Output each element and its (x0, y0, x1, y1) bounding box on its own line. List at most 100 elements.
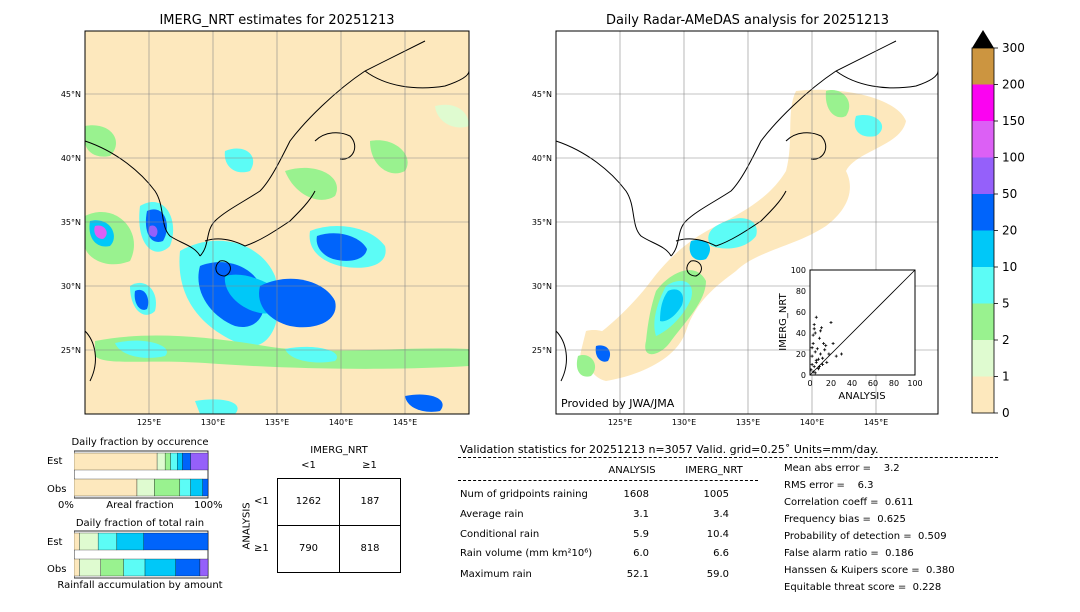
left-lon-label: 135°E (265, 418, 289, 427)
colorbar-label: 10 (1002, 260, 1017, 274)
contingency-col-label: <1 (301, 460, 316, 471)
scatter-point (823, 348, 827, 352)
fraction-bar-segment (116, 532, 144, 551)
colorbar-label: 300 (1002, 41, 1025, 55)
left-lon-label: 140°E (329, 418, 353, 427)
scatter-point (819, 352, 822, 356)
fraction-bar-segment (182, 452, 191, 471)
left-rain-field (85, 104, 469, 414)
data-credit: Provided by JWA/JMA (561, 397, 675, 410)
right-lon-label: 130°E (672, 418, 696, 427)
scatter-point (816, 357, 820, 361)
scatter-point (817, 365, 821, 369)
stats-row-imerg: 59.0 (706, 569, 729, 580)
stats-score: RMS error = 6.3 (784, 480, 874, 491)
colorbar-swatch (972, 48, 994, 85)
stats-score: Hanssen & Kuipers score = 0.380 (784, 565, 955, 576)
scatter-point (812, 365, 816, 369)
fraction-bar-segment (74, 452, 158, 471)
occurrence-title: Daily fraction by occurence (71, 437, 209, 448)
scatter-point (834, 354, 838, 358)
occurrence-axis-right: 100% (194, 500, 223, 511)
stats-row-analysis: 52.1 (626, 569, 649, 580)
left-lat-label: 35°N (61, 218, 81, 227)
occurrence-bars (74, 450, 209, 499)
fraction-bar-segment (79, 558, 101, 577)
scatter-point (811, 333, 815, 337)
fraction-bar-segment (190, 452, 209, 471)
scatter-point (840, 352, 843, 356)
stats-score: Correlation coeff = 0.611 (784, 497, 914, 508)
scatter-x-tick: 40 (847, 379, 857, 388)
fraction-bar-segment (175, 558, 201, 577)
scatter-x-tick: 0 (807, 379, 812, 388)
left-map-title: IMERG_NRT estimates for 20251213 (159, 13, 395, 28)
right-lat-label: 35°N (532, 218, 552, 227)
right-lon-label: 145°E (864, 418, 888, 427)
scatter-y-tick: 0 (801, 371, 806, 380)
scatter-point (819, 329, 822, 333)
stats-row-analysis: 6.0 (633, 548, 649, 559)
scatter-x-tick: 20 (826, 379, 836, 388)
stats-row-label: Average rain (460, 509, 524, 520)
left-coastline (84, 40, 470, 382)
colorbar-label: 20 (1002, 224, 1017, 238)
contingency-cell: 1262 (295, 496, 322, 507)
colorbar-swatch (972, 84, 994, 121)
scatter-x-tick: 100 (907, 379, 922, 388)
stats-row-label: Maximum rain (460, 569, 532, 580)
stats-row-analysis: 3.1 (633, 509, 649, 520)
stats-row-imerg: 6.6 (713, 548, 729, 559)
fraction-bar-segment (177, 452, 183, 471)
scatter-point (824, 344, 828, 348)
scatter-point (831, 342, 835, 345)
left-lat-label: 30°N (61, 282, 81, 291)
left-lat-label: 45°N (61, 90, 81, 99)
stats-row-imerg: 3.4 (713, 509, 729, 520)
colorbar-label: 100 (1002, 151, 1025, 165)
colorbar-swatch (972, 340, 994, 377)
scatter-inset: 0 20 40 60 80 100 0 20 40 60 80 100 ANAL… (778, 266, 923, 402)
colorbar-extend-arrow (972, 30, 994, 48)
stats-score: Probability of detection = 0.509 (784, 531, 947, 542)
colorbar-swatch (972, 230, 994, 267)
stats-row-analysis: 5.9 (633, 529, 649, 540)
scatter-point (813, 371, 817, 375)
contingency-row-label: ≥1 (254, 543, 269, 554)
contingency-row-label: <1 (254, 496, 269, 507)
scatter-point (816, 367, 820, 371)
right-lat-label: 25°N (532, 346, 552, 355)
contingency-cell: 790 (298, 543, 319, 554)
scatter-point (822, 342, 826, 345)
fraction-bar-segment (100, 558, 124, 577)
occurrence-obs-label: Obs (47, 484, 67, 495)
stats-col-analysis: ANALYSIS (608, 465, 656, 476)
stats-divider (458, 480, 758, 481)
left-lon-label: 130°E (201, 418, 225, 427)
left-lat-label: 25°N (61, 346, 81, 355)
right-lon-label: 135°E (736, 418, 760, 427)
left-map: 45°N 40°N 35°N 30°N 25°N 125°E 130°E 135… (61, 30, 470, 427)
fraction-bar-segment (74, 532, 80, 551)
scatter-y-tick: 100 (791, 266, 806, 275)
stats-score: Mean abs error = 3.2 (784, 463, 900, 474)
scatter-y-tick: 80 (796, 287, 806, 296)
contingency-col-label: ≥1 (362, 460, 377, 471)
right-lon-label: 140°E (800, 418, 824, 427)
colorbar-label: 2 (1002, 333, 1010, 347)
fraction-bar-segment (97, 532, 118, 551)
scatter-xlabel: ANALYSIS (838, 391, 885, 402)
scatter-point (829, 321, 833, 324)
fraction-bar-segment (123, 558, 146, 577)
colorbar-label: 200 (1002, 78, 1025, 92)
contingency-cell: 818 (360, 543, 380, 554)
stats-row-label: Conditional rain (460, 529, 540, 540)
scatter-point (811, 370, 815, 374)
stats-col-imerg: IMERG_NRT (685, 465, 743, 476)
colorbar-label: 5 (1002, 297, 1010, 311)
scatter-point (811, 342, 815, 345)
right-coastline (555, 40, 939, 382)
scatter-y-tick: 20 (796, 350, 806, 359)
total-rain-obs-label: Obs (47, 564, 67, 575)
scatter-point (821, 356, 825, 360)
